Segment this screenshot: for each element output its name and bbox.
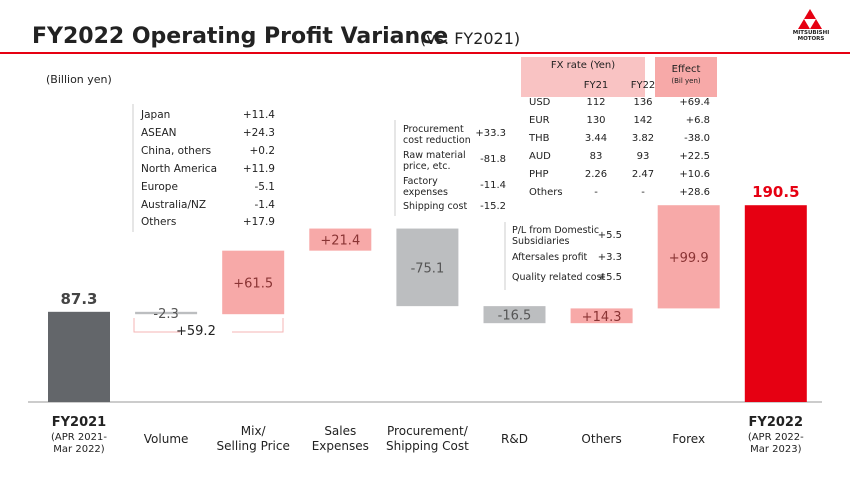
fx-cell: +69.4 [679, 97, 710, 108]
region-value: +24.3 [242, 126, 275, 139]
fx-cell: +22.5 [679, 150, 710, 162]
fx-cell: - [594, 186, 598, 198]
fx-cell: EUR [529, 114, 550, 126]
fx-column: FY22 [630, 80, 656, 91]
fx-cell: 83 [589, 150, 603, 162]
fx-cell: 93 [636, 150, 650, 162]
region-value: +0.2 [249, 144, 276, 157]
x-tick-label: Sales Expenses [311, 424, 369, 453]
others-label: P/L from Domestic Subsidiaries [512, 225, 600, 247]
value-label: 87.3 [60, 290, 97, 308]
bracket [133, 318, 284, 333]
bar [744, 205, 807, 402]
region-value: +11.9 [242, 162, 275, 175]
fx-column: FY21 [583, 80, 609, 91]
logo-mark [798, 19, 810, 29]
procurement-label: Factory expenses [403, 176, 448, 198]
fx-effect-unit: (Bil yen) [671, 77, 701, 85]
region-label: Others [141, 216, 177, 229]
unit-label: (Billion yen) [46, 73, 112, 86]
value-label: +14.3 [582, 310, 622, 325]
total-label: FY2022 [748, 415, 804, 430]
value-label: +99.9 [669, 251, 709, 266]
procurement-value: -11.4 [480, 180, 506, 191]
region-label: Australia/NZ [141, 198, 207, 211]
region-value: +17.9 [242, 216, 275, 229]
region-label: North America [141, 162, 218, 175]
bar [135, 311, 198, 315]
subtitle: (vs. FY2021) [420, 29, 521, 48]
logo-text: MITSUBISHI MOTORS [792, 30, 830, 42]
fx-cell: 112 [586, 97, 606, 108]
bar [570, 308, 633, 324]
fx-header-bg [521, 57, 645, 97]
fx-cell: +28.6 [679, 186, 710, 198]
title: FY2022 Operating Profit Variance [32, 24, 449, 49]
value-label: +61.5 [233, 276, 273, 291]
total-note: (APR 2022- Mar 2023) [747, 432, 804, 455]
region-value: -5.1 [254, 180, 276, 193]
fx-cell: -38.0 [684, 132, 710, 144]
fx-cell: 3.82 [631, 132, 655, 144]
procurement-label: Raw material price, etc. [403, 150, 466, 172]
fx-cell: PHP [529, 168, 549, 180]
region-value: +11.4 [242, 109, 275, 121]
fx-cell: THB [529, 132, 550, 144]
total-note: (APR 2021- Mar 2022) [51, 432, 107, 455]
procurement-value: -81.8 [480, 154, 506, 165]
others-label: Quality related cost [512, 272, 606, 283]
fx-cell: Others [529, 186, 563, 198]
value-label: -16.5 [498, 309, 532, 324]
bracket-label: +59.2 [176, 324, 216, 339]
logo-mark [810, 19, 822, 29]
bar [483, 306, 546, 324]
region-label: Japan [141, 109, 171, 121]
x-tick-label: Procurement/ Shipping Cost [385, 424, 469, 453]
bar [309, 228, 372, 251]
fx-cell: +10.6 [679, 168, 710, 180]
value-label: -75.1 [411, 261, 445, 276]
fx-effect: Effect [671, 64, 701, 75]
x-tick-label: Volume [143, 431, 189, 446]
x-tick-label: Mix/ Selling Price [216, 424, 290, 453]
procurement-value: -15.2 [480, 201, 506, 212]
fx-cell: AUD [529, 150, 551, 162]
fx-cell: - [641, 186, 645, 198]
fx-cell: 142 [633, 114, 653, 126]
bar [222, 250, 285, 315]
fx-cell: USD [529, 97, 551, 108]
fx-cell: +6.8 [685, 114, 710, 126]
fx-cell: 2.26 [584, 168, 608, 180]
others-value: +5.5 [597, 272, 622, 283]
region-label: Europe [141, 180, 178, 193]
fx-cell: 136 [633, 97, 653, 108]
logo-mark [804, 9, 816, 19]
fx-effect-bg [655, 57, 717, 97]
bar [396, 228, 459, 307]
procurement-value: +33.3 [475, 128, 506, 139]
procurement-label: Procurement cost reduction [403, 124, 471, 146]
x-tick-label: Others [581, 431, 622, 446]
fx-cell: 130 [586, 114, 606, 126]
others-label: Aftersales profit [512, 252, 588, 263]
value-label: +21.4 [320, 234, 360, 249]
region-value: -1.4 [254, 198, 276, 211]
x-tick-label: R&D [501, 431, 528, 446]
value-label: -2.3 [153, 307, 178, 322]
x-tick-label: Forex [672, 431, 706, 446]
others-value: +5.5 [597, 230, 622, 241]
fx-header: FX rate (Yen) [550, 60, 616, 71]
region-label: China, others [141, 144, 212, 157]
procurement-label: Shipping cost [403, 201, 468, 212]
region-label: ASEAN [141, 126, 177, 139]
others-value: +3.3 [597, 252, 622, 263]
fx-cell: 3.44 [584, 132, 608, 144]
value-label: 190.5 [752, 183, 799, 201]
bar [48, 311, 110, 402]
total-label: FY2021 [51, 415, 107, 430]
bar [657, 205, 720, 309]
fx-cell: 2.47 [631, 168, 655, 180]
